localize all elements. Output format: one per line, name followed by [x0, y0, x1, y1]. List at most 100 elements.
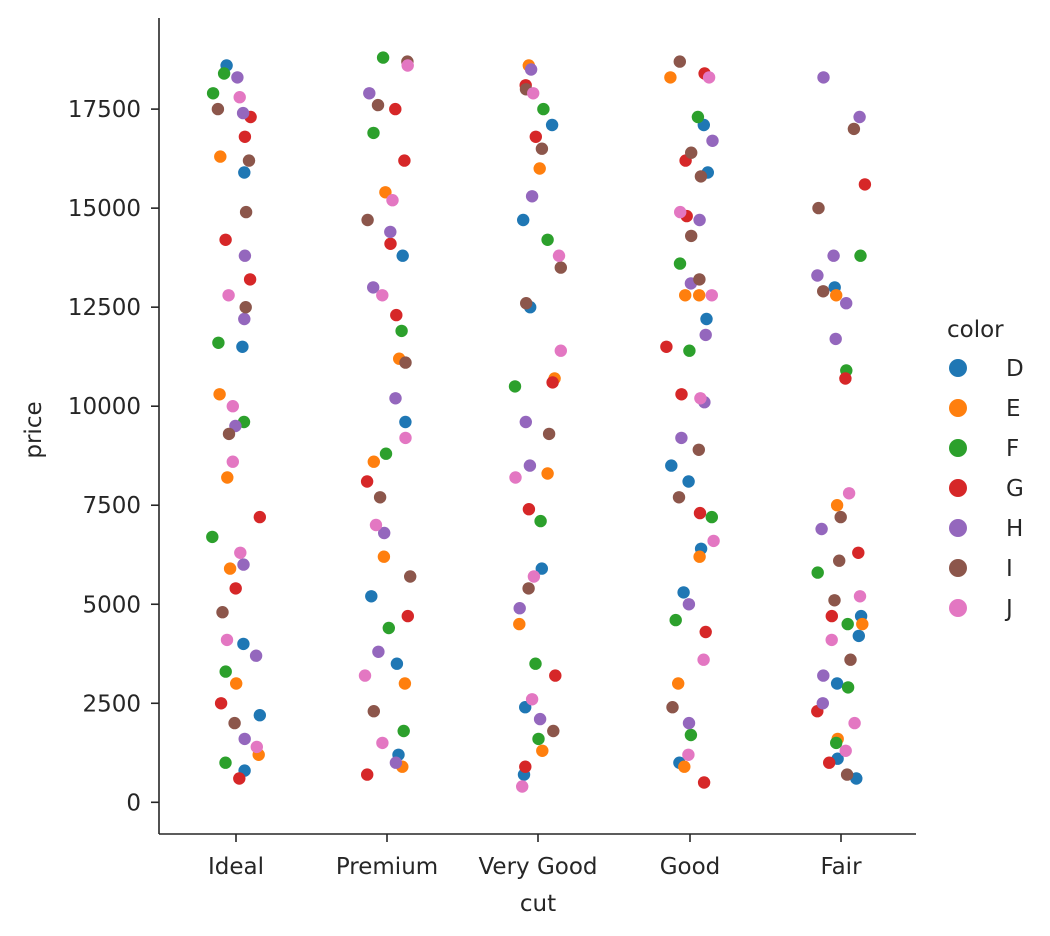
data-point-E: [377, 550, 391, 563]
data-point-G: [361, 768, 374, 781]
data-point-J: [358, 669, 372, 682]
data-point-G: [529, 130, 542, 143]
data-point-I: [694, 170, 708, 183]
data-point-I: [812, 201, 825, 215]
y-tick-label: 2500: [82, 691, 141, 717]
data-point-I: [371, 98, 385, 112]
data-point-J: [552, 249, 566, 262]
data-point-D: [253, 709, 266, 722]
data-point-G: [693, 506, 707, 520]
data-point-H: [525, 190, 539, 203]
x-tick-label: Ideal: [208, 854, 264, 880]
data-point-J: [682, 748, 695, 761]
data-point-J: [525, 693, 539, 706]
data-point-G: [253, 510, 266, 524]
data-point-G: [858, 178, 872, 191]
data-point-I: [373, 491, 387, 504]
data-point-E: [533, 162, 546, 175]
data-point-E: [221, 471, 234, 484]
data-point-E: [513, 617, 526, 631]
y-tick-label: 12500: [68, 295, 141, 321]
data-point-F: [683, 344, 696, 357]
data-point-I: [834, 510, 847, 524]
legend-label-E: E: [1006, 396, 1021, 422]
data-point-H: [372, 645, 385, 658]
data-point-E: [223, 562, 237, 575]
legend-label-J: J: [1004, 596, 1013, 622]
data-point-D: [399, 415, 412, 429]
legend-marker-G: [949, 479, 967, 497]
data-point-F: [212, 336, 225, 349]
data-point-F: [376, 51, 390, 64]
data-point-E: [679, 289, 692, 302]
data-point-G: [238, 130, 252, 143]
data-point-E: [379, 186, 392, 199]
data-point-I: [828, 594, 841, 607]
data-point-I: [399, 356, 412, 369]
data-point-G: [825, 609, 838, 623]
data-point-E: [693, 289, 706, 302]
data-point-F: [367, 126, 380, 140]
data-point-I: [216, 606, 229, 619]
data-point-I: [520, 297, 533, 310]
data-point-I: [666, 701, 679, 714]
data-point-I: [211, 102, 225, 116]
legend-marker-J: [949, 599, 967, 617]
x-tick-label: Premium: [336, 854, 438, 880]
data-point-H: [524, 63, 538, 76]
data-point-J: [250, 740, 263, 754]
data-point-G: [519, 760, 532, 773]
y-tick-label: 10000: [68, 394, 141, 420]
data-point-J: [234, 546, 247, 559]
data-point-F: [841, 681, 855, 694]
data-point-E: [367, 455, 380, 468]
data-point-D: [238, 166, 251, 179]
data-point-D: [237, 637, 250, 651]
data-point-J: [220, 633, 234, 647]
data-point-G: [214, 697, 228, 710]
x-ticks: Ideal Premium Very Good Good Fair: [208, 834, 862, 880]
data-point-G: [852, 546, 865, 559]
data-point-H: [238, 732, 251, 746]
y-tick-label: 15000: [68, 196, 141, 222]
data-point-H: [389, 756, 403, 769]
data-point-J: [376, 289, 389, 302]
data-point-G: [360, 475, 374, 488]
data-point-J: [842, 487, 856, 500]
data-point-J: [509, 471, 522, 484]
data-point-D: [677, 586, 690, 599]
y-tick-label: 5000: [82, 592, 141, 618]
data-point-G: [243, 273, 257, 286]
data-point-E: [856, 617, 869, 631]
data-point-J: [694, 392, 707, 405]
data-point-J: [527, 570, 541, 583]
data-point-H: [853, 110, 866, 124]
data-point-H: [367, 281, 380, 294]
data-point-I: [522, 582, 535, 595]
data-point-I: [239, 205, 253, 219]
legend-marker-F: [949, 439, 967, 457]
data-point-H: [827, 249, 840, 262]
data-point-G: [699, 625, 712, 639]
y-tick-label: 0: [126, 790, 141, 816]
data-point-E: [830, 499, 844, 512]
data-point-D: [390, 657, 404, 670]
data-point-F: [508, 380, 522, 393]
data-point-F: [397, 724, 410, 738]
data-point-G: [233, 772, 246, 785]
data-point-F: [541, 233, 554, 246]
data-point-D: [830, 677, 844, 690]
data-point-D: [365, 590, 378, 603]
x-tick-label: Very Good: [478, 854, 597, 880]
data-point-E: [693, 550, 706, 563]
data-point-J: [376, 736, 389, 750]
legend-label-I: I: [1006, 556, 1013, 582]
legend-marker-D: [949, 359, 967, 377]
data-point-F: [206, 87, 220, 100]
data-point-F: [395, 324, 408, 338]
data-point-F: [691, 110, 705, 124]
data-point-H: [236, 106, 250, 120]
data-point-I: [672, 491, 686, 504]
